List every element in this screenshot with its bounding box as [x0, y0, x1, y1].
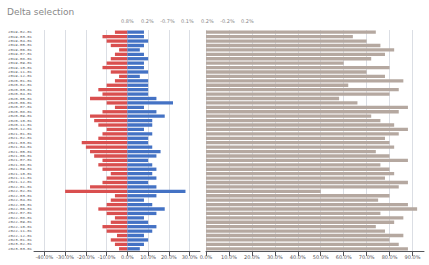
svg-text:2022-03-01: 2022-03-01: [8, 194, 33, 198]
svg-text:2020-12-01: 2020-12-01: [8, 127, 33, 131]
svg-text:2020-09-01: 2020-09-01: [8, 114, 33, 118]
svg-text:2021-09-01: 2021-09-01: [8, 167, 33, 171]
svg-text:2019-02-01: 2019-02-01: [8, 30, 33, 34]
svg-text:2020-06-01: 2020-06-01: [8, 101, 33, 105]
svg-text:-20.0%: -20.0%: [77, 254, 95, 260]
svg-text:2022-07-01: 2022-07-01: [8, 211, 33, 215]
svg-text:2020-02-01: 2020-02-01: [8, 83, 33, 87]
svg-text:2019-10-01: 2019-10-01: [8, 66, 33, 70]
svg-text:30.0%: 30.0%: [182, 254, 198, 260]
svg-text:2019-11-01: 2019-11-01: [8, 70, 33, 74]
svg-text:0.1%: 0.1%: [181, 18, 194, 24]
svg-text:0.8%: 0.8%: [121, 18, 134, 24]
svg-text:40.0%: 40.0%: [290, 254, 306, 260]
svg-text:2019-07-01: 2019-07-01: [8, 52, 33, 56]
svg-text:2021-07-01: 2021-07-01: [8, 158, 33, 162]
svg-text:2021-06-01: 2021-06-01: [8, 154, 33, 158]
svg-text:0.0%: 0.0%: [121, 254, 134, 260]
svg-text:2019-09-01: 2019-09-01: [8, 61, 33, 65]
svg-text:2020-01-01: 2020-01-01: [8, 79, 33, 83]
svg-text:2019-12-01: 2019-12-01: [8, 74, 33, 78]
svg-text:2021-01-01: 2021-01-01: [8, 132, 33, 136]
svg-text:2021-12-01: 2021-12-01: [8, 180, 33, 184]
svg-text:2019-06-01: 2019-06-01: [8, 48, 33, 52]
svg-text:2021-02-01: 2021-02-01: [8, 136, 33, 140]
svg-text:2023-02-01: 2023-02-01: [8, 242, 33, 246]
svg-text:2022-05-01: 2022-05-01: [8, 203, 33, 207]
svg-text:2019-08-01: 2019-08-01: [8, 57, 33, 61]
svg-text:2020-08-01: 2020-08-01: [8, 110, 33, 114]
svg-text:Delta selection: Delta selection: [7, 7, 74, 17]
svg-text:2019-05-01: 2019-05-01: [8, 43, 33, 47]
svg-text:2022-06-01: 2022-06-01: [8, 207, 33, 211]
svg-text:0.2%: 0.2%: [141, 18, 154, 24]
svg-text:2019-03-01: 2019-03-01: [8, 35, 33, 39]
svg-text:2022-02-01: 2022-02-01: [8, 189, 33, 193]
svg-text:2022-08-01: 2022-08-01: [8, 216, 33, 220]
svg-text:2021-08-01: 2021-08-01: [8, 163, 33, 167]
svg-text:2020-05-01: 2020-05-01: [8, 97, 33, 101]
svg-text:-30.0%: -30.0%: [56, 254, 74, 260]
svg-text:2022-12-01: 2022-12-01: [8, 234, 33, 238]
svg-text:2020-03-01: 2020-03-01: [8, 88, 33, 92]
svg-text:2023-03-01: 2023-03-01: [8, 247, 33, 251]
svg-text:-0.7%: -0.7%: [160, 18, 175, 24]
svg-text:2022-11-01: 2022-11-01: [8, 229, 33, 233]
svg-text:0.2%: 0.2%: [201, 18, 214, 24]
svg-text:70.0%: 70.0%: [359, 254, 375, 260]
svg-text:10.0%: 10.0%: [221, 254, 237, 260]
svg-text:50.0%: 50.0%: [313, 254, 329, 260]
svg-text:0.0%: 0.0%: [200, 254, 213, 260]
svg-text:2021-11-01: 2021-11-01: [8, 176, 33, 180]
svg-text:2020-10-01: 2020-10-01: [8, 119, 33, 123]
svg-text:2021-04-01: 2021-04-01: [8, 145, 33, 149]
svg-text:-40.0%: -40.0%: [36, 254, 54, 260]
svg-text:2020-04-01: 2020-04-01: [8, 92, 33, 96]
svg-text:2022-10-01: 2022-10-01: [8, 225, 33, 229]
svg-text:80.0%: 80.0%: [382, 254, 398, 260]
svg-text:60.0%: 60.0%: [336, 254, 352, 260]
svg-text:20.0%: 20.0%: [244, 254, 260, 260]
svg-text:2019-04-01: 2019-04-01: [8, 39, 33, 43]
svg-text:2020-07-01: 2020-07-01: [8, 105, 33, 109]
svg-text:2022-04-01: 2022-04-01: [8, 198, 33, 202]
svg-text:10.0%: 10.0%: [140, 254, 156, 260]
svg-text:2020-11-01: 2020-11-01: [8, 123, 33, 127]
svg-text:2021-05-01: 2021-05-01: [8, 150, 33, 154]
svg-text:90.0%: 90.0%: [405, 254, 421, 260]
svg-text:2023-01-01: 2023-01-01: [8, 238, 33, 242]
svg-text:0.2%: 0.2%: [241, 18, 254, 24]
svg-text:2022-09-01: 2022-09-01: [8, 220, 33, 224]
svg-text:2021-03-01: 2021-03-01: [8, 141, 33, 145]
svg-text:30.0%: 30.0%: [267, 254, 283, 260]
svg-text:2021-10-01: 2021-10-01: [8, 172, 33, 176]
svg-text:-0.2%: -0.2%: [220, 18, 235, 24]
svg-text:20.0%: 20.0%: [161, 254, 177, 260]
svg-text:-10.0%: -10.0%: [98, 254, 116, 260]
svg-text:2022-01-01: 2022-01-01: [8, 185, 33, 189]
